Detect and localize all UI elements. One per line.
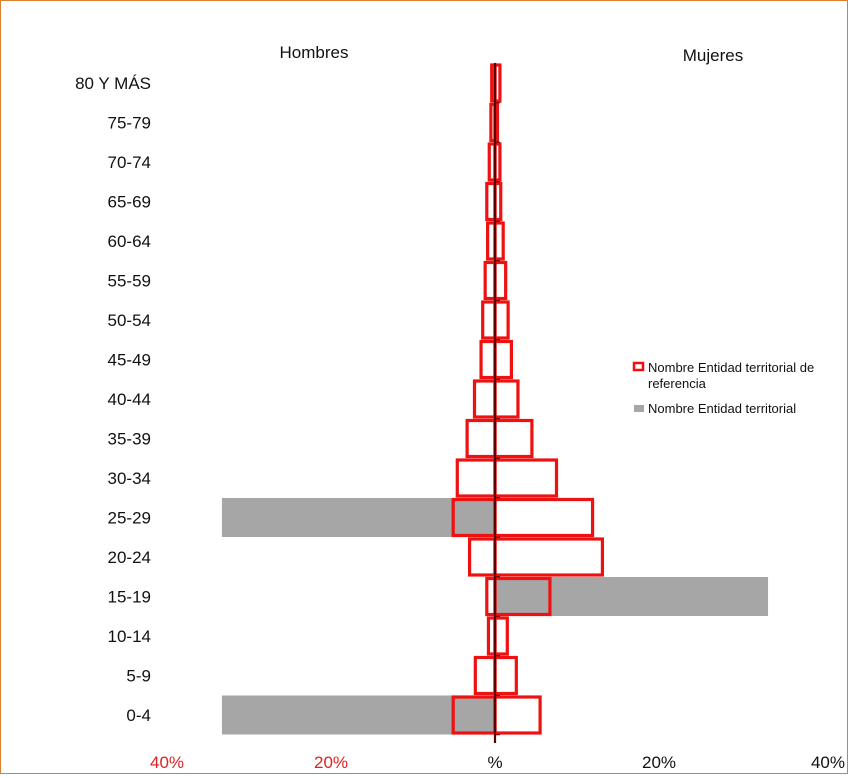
x-tick-labels: 40% 20%% 20% 40%	[150, 753, 845, 772]
legend-label-reference-line1: Nombre Entidad territorial de	[648, 360, 814, 375]
bar-reference-hombres-10	[455, 458, 497, 498]
bar-reference-hombres-7	[479, 339, 497, 380]
category-label-6: 50-54	[108, 311, 151, 330]
bar-reference-mujeres-15	[493, 655, 518, 696]
legend-label-reference-line2: referencia	[648, 376, 707, 391]
bar-reference-mujeres-8	[493, 379, 520, 419]
right-header-label: Mujeres	[683, 46, 743, 65]
category-label-3: 65-69	[108, 193, 151, 212]
category-label-13: 15-19	[108, 588, 151, 607]
x-tick-label-1: 20%	[314, 753, 348, 772]
category-label-10: 30-34	[108, 469, 151, 488]
legend: Nombre Entidad territorial de referencia…	[632, 360, 818, 416]
left-header-label: Hombres	[280, 43, 349, 62]
legend-label-territorial: Nombre Entidad territorial	[648, 401, 796, 416]
x-tick-label-3: 20%	[642, 753, 676, 772]
category-label-11: 25-29	[108, 509, 151, 528]
bar-reference-mujeres-9	[493, 418, 534, 459]
category-label-0: 80 Y MÁS	[75, 74, 151, 93]
category-label-12: 20-24	[108, 548, 151, 567]
category-label-15: 5-9	[126, 667, 151, 686]
x-tick-label-4: 40%	[811, 753, 845, 772]
bar-reference-mujeres-14	[493, 616, 509, 656]
bar-territorial-hombres-16	[221, 695, 495, 735]
x-tick-label-0: 40%	[150, 753, 184, 772]
axis-layer	[493, 63, 500, 743]
bar-reference-mujeres-5	[493, 260, 508, 301]
bar-reference-hombres-15	[473, 655, 497, 696]
x-tick-label-2: %	[487, 753, 502, 772]
category-label-14: 10-14	[108, 627, 151, 646]
category-label-4: 60-64	[108, 232, 151, 251]
filled-series-layer	[221, 498, 769, 735]
bar-reference-mujeres-10	[493, 458, 559, 498]
bar-reference-mujeres-11	[493, 497, 595, 538]
category-labels: 80 Y MÁS 75-79 70-74 65-69 60-64 55-59 50-54 45…	[75, 74, 151, 725]
category-label-1: 75-79	[108, 114, 151, 133]
category-label-5: 55-59	[108, 272, 151, 291]
category-label-7: 45-49	[108, 351, 151, 370]
bar-reference-hombres-12	[467, 537, 497, 577]
bar-reference-mujeres-4	[493, 221, 505, 261]
bar-reference-mujeres-16	[493, 695, 542, 735]
bar-reference-hombres-9	[465, 418, 497, 459]
outline-series-layer	[451, 63, 605, 735]
bar-reference-mujeres-7	[493, 339, 513, 380]
category-label-16: 0-4	[126, 706, 151, 725]
bar-territorial-hombres-11	[221, 498, 495, 537]
bar-reference-hombres-8	[472, 379, 497, 419]
legend-swatch-territorial	[634, 405, 644, 412]
legend-swatch-reference	[632, 361, 645, 372]
category-label-2: 70-74	[108, 153, 151, 172]
bar-reference-mujeres-6	[493, 300, 510, 340]
bar-reference-mujeres-12	[493, 537, 605, 577]
bar-territorial-mujeres-13	[495, 577, 769, 616]
category-label-9: 35-39	[108, 430, 151, 449]
bar-reference-hombres-6	[481, 300, 497, 340]
category-label-8: 40-44	[108, 390, 151, 409]
legend-label-reference: Nombre Entidad territorial de referencia	[648, 360, 818, 391]
